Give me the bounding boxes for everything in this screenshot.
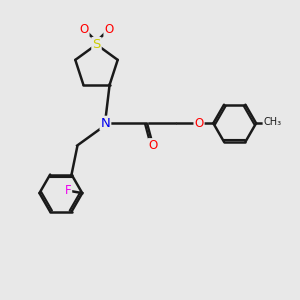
Text: S: S: [92, 38, 101, 51]
Text: O: O: [80, 22, 88, 35]
Text: O: O: [104, 22, 114, 35]
Text: CH₃: CH₃: [263, 117, 281, 127]
Text: N: N: [100, 117, 110, 130]
Text: O: O: [194, 117, 204, 130]
Text: O: O: [148, 139, 158, 152]
Text: F: F: [65, 184, 71, 197]
